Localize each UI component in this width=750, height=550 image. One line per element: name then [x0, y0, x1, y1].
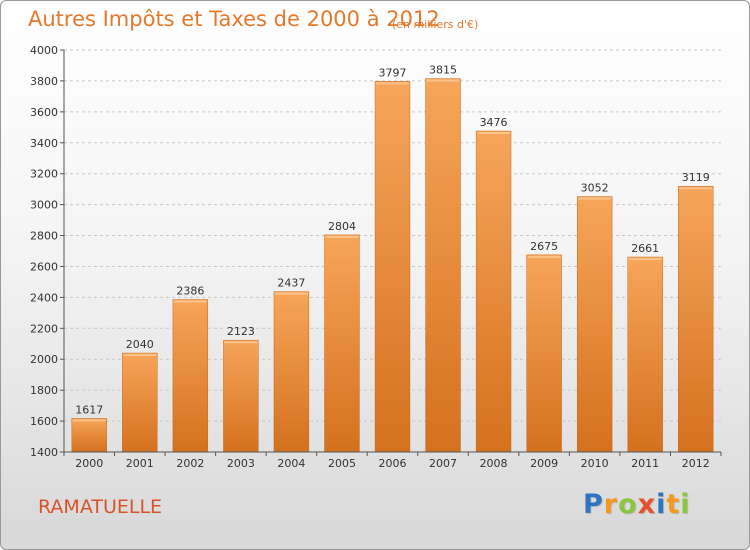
axes: [63, 50, 721, 453]
x-tick-label: 2010: [581, 457, 609, 470]
bar-value-label: 3476: [480, 116, 508, 129]
bar-2010: [576, 196, 613, 453]
x-tick-label: 2002: [176, 457, 204, 470]
bar-2005: [324, 234, 360, 453]
bar-highlight: [426, 79, 460, 82]
bar-value-label: 3815: [429, 64, 457, 77]
x-tick-labels: 2000 2001 2002 2003 2004 2005 2006 2007 2008 2009…: [63, 452, 722, 470]
y-tick-label: 1800: [30, 384, 58, 397]
logo-letter: i: [680, 489, 691, 520]
x-tick-label: 2008: [480, 457, 508, 470]
bar-value-label: 2675: [530, 240, 558, 253]
y-tick-label: 2400: [30, 291, 58, 304]
y-tick-label: 2800: [30, 230, 58, 243]
bar-value-label: 1617: [75, 403, 103, 416]
bar-highlight: [477, 132, 511, 135]
y-tick-label: 3000: [30, 199, 58, 212]
x-tick-label: 2006: [379, 457, 407, 470]
bar-2006: [374, 81, 411, 453]
bar-value-label: 2386: [176, 285, 204, 298]
x-tick-label: 2012: [682, 457, 710, 470]
x-tick-label: 2009: [530, 457, 558, 470]
bar-highlight: [679, 187, 713, 190]
bar-value-label: 2437: [277, 277, 305, 290]
x-tick-label: 2005: [328, 457, 356, 470]
bar-highlight: [274, 292, 308, 295]
bar-2011: [627, 256, 663, 453]
bar-highlight: [72, 419, 106, 422]
logo-letter: x: [637, 489, 657, 520]
logo-letter: r: [603, 489, 619, 520]
bar-value-label: 2804: [328, 220, 356, 233]
bar-highlight: [123, 354, 157, 357]
bar-highlight: [224, 341, 258, 344]
x-tick-label: 2007: [429, 457, 457, 470]
bar-highlight: [376, 82, 409, 85]
y-tick-label: 2000: [30, 353, 58, 366]
logo-letter: i: [656, 489, 667, 520]
bar-2007: [425, 78, 461, 453]
y-tick-label: 3800: [30, 75, 58, 88]
bar-highlight: [578, 197, 612, 200]
x-tick-label: 2003: [227, 457, 255, 470]
bar-2009: [526, 254, 562, 453]
bar-2004: [273, 291, 310, 453]
chart-title: Autres Impôts et Taxes de 2000 à 2012: [28, 7, 440, 31]
bar-highlight: [173, 300, 207, 303]
logo-letter: P: [583, 489, 604, 520]
y-tick-label: 1600: [30, 415, 58, 428]
logo-letter: t: [666, 489, 681, 520]
y-tick-label: 3400: [30, 137, 58, 150]
bar-highlight: [527, 255, 561, 258]
x-tick-label: 2004: [277, 457, 305, 470]
y-tick-labels: 1400 1600 1800 2000 2200 2400 2600 2800 3000 3200…: [30, 44, 64, 459]
bar-2003: [223, 339, 259, 453]
bar-value-label: 2661: [631, 242, 659, 255]
bar-2012: [678, 185, 714, 453]
bar-2000: [71, 418, 107, 453]
y-tick-label: 2600: [30, 260, 58, 273]
bar-value-label: 3052: [581, 182, 609, 195]
bar-2001: [122, 352, 158, 453]
bar-highlight: [325, 235, 359, 238]
x-tick-label: 2011: [631, 457, 659, 470]
bar-value-label: 3119: [682, 171, 710, 184]
logo-letter: o: [618, 489, 638, 520]
y-tick-label: 3200: [30, 168, 58, 181]
y-tick-label: 1400: [30, 446, 58, 459]
bar-value-labels: 1617 2040 2386 2123 2437 2804 3797 3815 3476 2675…: [75, 64, 709, 417]
bar-2002: [172, 299, 209, 453]
proxiti-logo: Proxiti: [583, 489, 691, 520]
bar-2008: [475, 130, 512, 453]
y-tick-label: 3600: [30, 106, 58, 119]
y-tick-label: 4000: [30, 44, 58, 57]
location-name: RAMATUELLE: [38, 496, 163, 518]
bar-value-label: 3797: [379, 66, 407, 79]
bars: [71, 78, 714, 453]
bar-highlight: [628, 258, 662, 261]
y-tick-label: 2200: [30, 322, 58, 335]
bar-value-label: 2040: [126, 338, 154, 351]
chart-unit-subtitle: (en milliers d'€): [392, 18, 479, 31]
x-tick-label: 2001: [126, 457, 154, 470]
bar-value-label: 2123: [227, 325, 255, 338]
x-tick-label: 2000: [75, 457, 103, 470]
